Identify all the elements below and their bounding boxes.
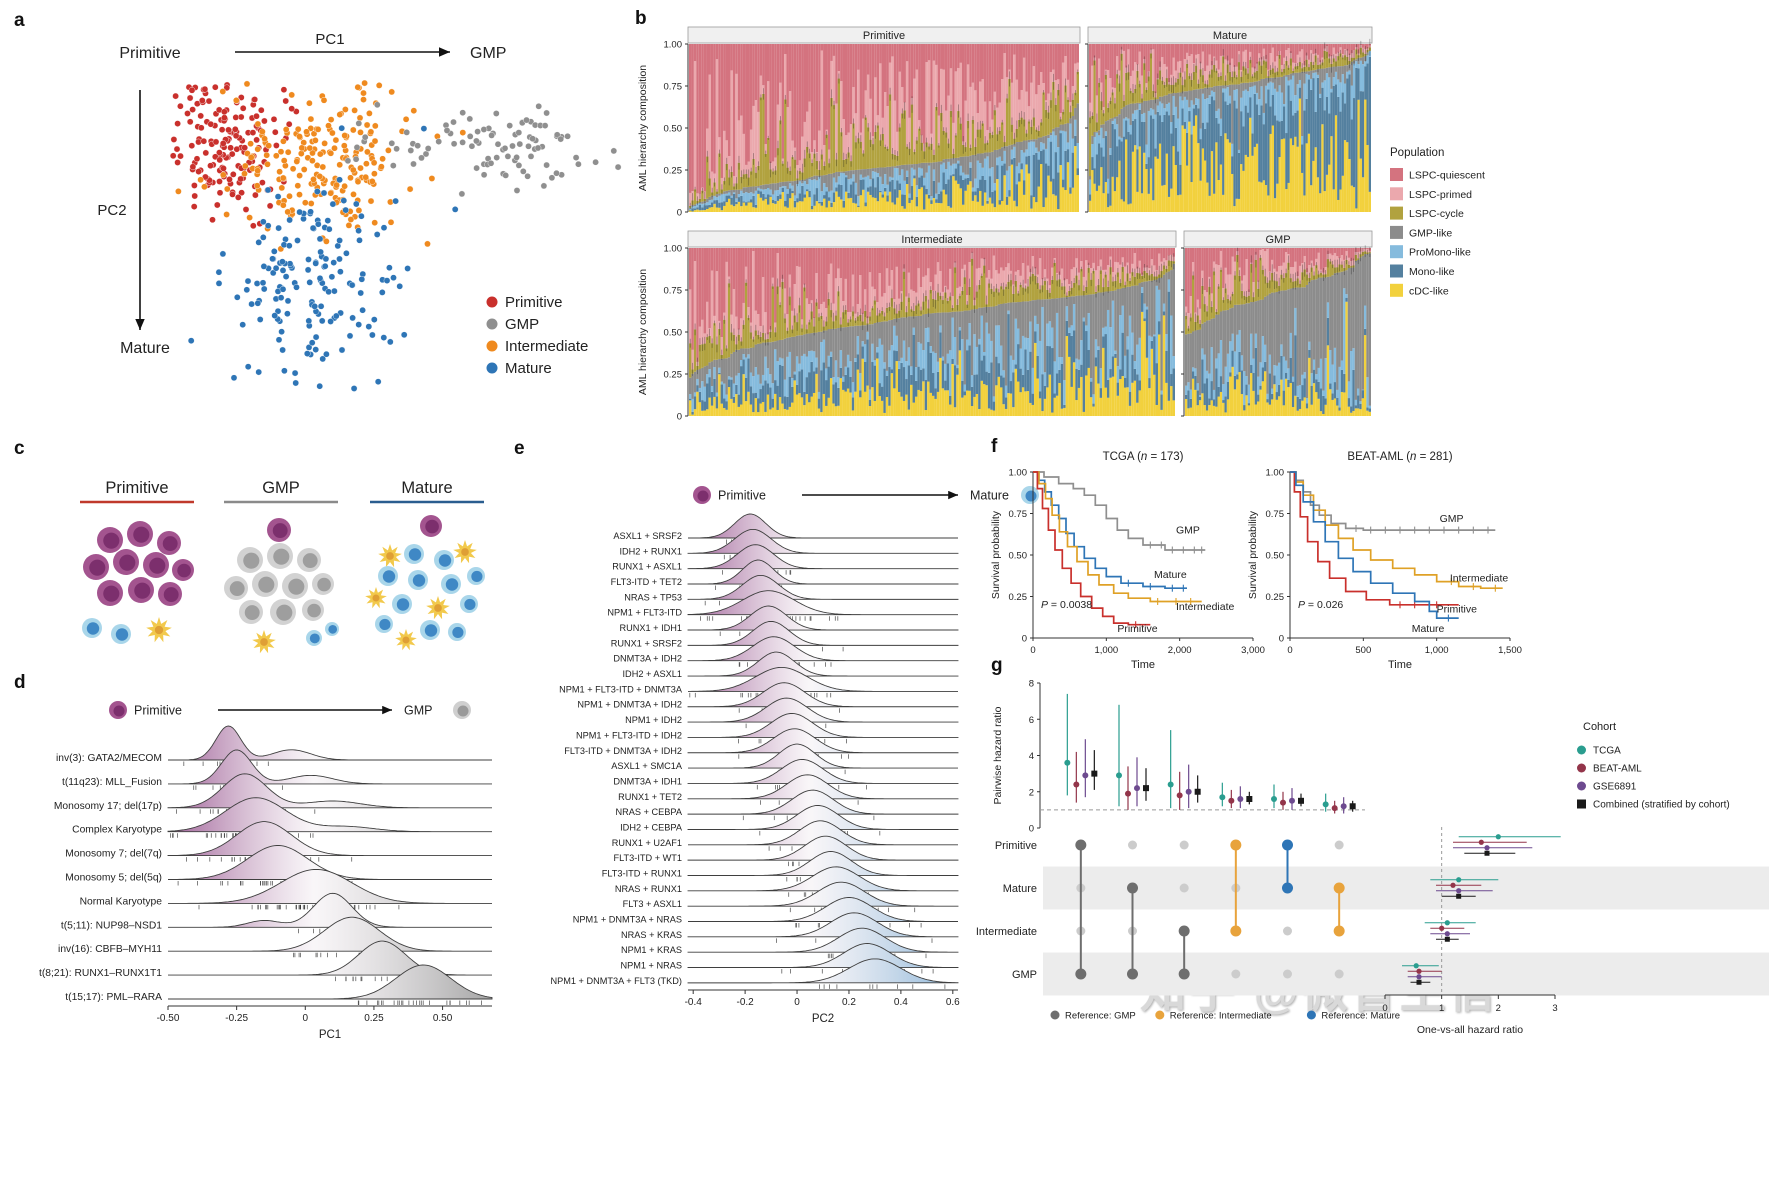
svg-text:Primitive: Primitive (505, 294, 563, 311)
svg-text:0: 0 (677, 208, 682, 219)
km-plot-beat-aml: BEAT-AML (n = 281)00.250.500.751.000 500 1… (1247, 451, 1522, 671)
svg-text:Intermediate: Intermediate (901, 234, 962, 246)
reference-legend: Reference: GMP Reference: Intermediate Ref… (1050, 1010, 1400, 1022)
primitive-end-label: Primitive (119, 45, 180, 62)
cartoon-gmp: GMP (224, 479, 339, 654)
panel-d-letter: d (14, 672, 26, 693)
scatter-cluster-primitive (169, 81, 300, 230)
stacked-bars-primitive: Primitive 0 0.25 0.50 0.75 1.00 (664, 26, 1081, 219)
gmp-end-label: GMP (470, 45, 506, 62)
svg-text:Mature: Mature (505, 360, 552, 377)
svg-text:AML hierarchy composition: AML hierarchy composition (637, 65, 649, 191)
pc1-label: PC1 (315, 31, 344, 48)
panel-c-letter: c (14, 438, 25, 459)
svg-text:1.00: 1.00 (664, 40, 683, 51)
svg-text:0.75: 0.75 (664, 286, 683, 297)
forest-group-6 (1322, 793, 1356, 814)
forest-group-1 (1064, 693, 1098, 803)
panel-c-hierarchy-cartoons: Primitive GMP Mature (80, 479, 485, 654)
svg-text:0.75: 0.75 (664, 82, 683, 93)
row-band-gmp (1043, 952, 1769, 996)
stacked-bars-intermediate: Intermediate 0 0.25 0.50 0.75 1.00 (664, 230, 1177, 423)
svg-text:GMP: GMP (1265, 234, 1290, 246)
panel-f-letter: f (991, 436, 998, 457)
svg-text:AML hierarchy composition: AML hierarchy composition (637, 269, 649, 395)
svg-text:0.50: 0.50 (664, 124, 683, 135)
svg-text:0.25: 0.25 (664, 166, 683, 177)
stacked-bars-mature: Mature (1085, 26, 1373, 213)
panel-b-hierarchy-composition: AML hierarchy composition Primitive 0 0.25 0… (637, 26, 1485, 423)
mature-end-label: Mature (120, 340, 170, 357)
panel-b-letter: b (635, 8, 647, 29)
svg-text:0: 0 (677, 412, 682, 423)
svg-text:Primitive: Primitive (863, 30, 905, 42)
scatter-cluster-gmp (344, 101, 622, 198)
svg-text:Mature: Mature (1213, 30, 1247, 42)
forest-group-2 (1116, 704, 1149, 810)
population-legend: PopulationLSPC-quiescentLSPC-primedLSPC-… (1390, 147, 1485, 297)
panel-g-letter: g (991, 655, 1003, 676)
cartoon-mature: Mature (365, 479, 485, 651)
panel-a-pca-scatter: PC1 Primitive GMP PC2 Mature Primitive GMP Inte… (97, 31, 622, 392)
svg-text:1.00: 1.00 (664, 244, 683, 255)
km-curve-intermediate (1290, 471, 1503, 590)
panel-e-letter: e (514, 438, 525, 459)
svg-text:0.50: 0.50 (664, 328, 683, 339)
svg-text:Intermediate: Intermediate (505, 338, 588, 355)
panel-a-letter: a (14, 10, 25, 31)
km-curve-gmp (1033, 471, 1206, 551)
pc2-label: PC2 (97, 202, 126, 219)
forest-group-3 (1167, 730, 1201, 810)
km-curve-primitive (1290, 471, 1459, 606)
ridge-header: Primitive GMP (109, 701, 471, 719)
forest-group-5 (1271, 784, 1304, 810)
km-curve-intermediate (1033, 471, 1202, 603)
panel-a-legend: Primitive GMP Intermediate Mature (486, 294, 588, 377)
panel-d-karyotype-ridges: Primitive GMP inv(3): GATA2/MECOMt(11q23):… (39, 701, 493, 1041)
km-curve-primitive (1033, 471, 1151, 626)
stacked-bars-gmp: GMP (1181, 230, 1373, 417)
ridge-header: Primitive Mature (693, 486, 1039, 504)
forest-group-4 (1219, 782, 1253, 809)
panel-f-survival-curves: TCGA (n = 173)00.250.500.751.000 1,000 2,0… (990, 451, 1522, 671)
svg-text:0.25: 0.25 (664, 370, 683, 381)
row-band-mature (1043, 866, 1769, 910)
cartoon-primitive: Primitive (80, 479, 194, 644)
svg-text:GMP: GMP (505, 316, 539, 333)
km-curve-mature (1290, 471, 1459, 619)
km-plot-tcga: TCGA (n = 173)00.250.500.751.000 1,000 2,0… (990, 451, 1265, 671)
scatter-cluster-mature (187, 124, 459, 392)
